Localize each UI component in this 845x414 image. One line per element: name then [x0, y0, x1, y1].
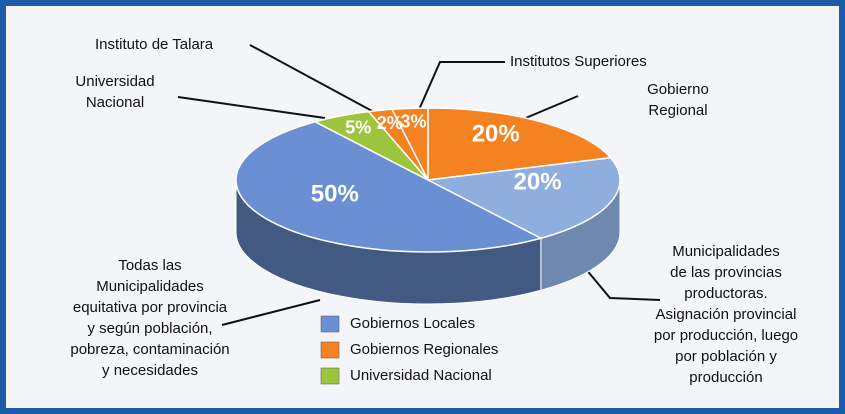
- leader-line: [221, 299, 321, 326]
- slice-label: Nacional: [86, 94, 144, 111]
- slice: [235, 120, 543, 253]
- slice-label: Universidad: [75, 73, 154, 90]
- slice-label: Instituto de Talara: [95, 36, 214, 53]
- legend-swatch: [320, 341, 340, 359]
- leader-line: [249, 44, 386, 119]
- slice: [427, 107, 613, 181]
- legend-label: Universidad Nacional: [350, 367, 492, 384]
- value-label: 50%: [311, 181, 359, 208]
- slice-label: de las provincias: [670, 264, 782, 281]
- slice-label: Regional: [648, 102, 707, 119]
- value-label: 5%: [345, 117, 371, 137]
- legend-swatch: [320, 315, 340, 333]
- slice-label: por población y: [675, 348, 777, 365]
- slice-label: producción: [689, 369, 762, 386]
- value-label: 3%: [401, 111, 427, 131]
- slice-label: Todas las: [118, 257, 181, 274]
- slice-label: Asignación provincial: [656, 306, 797, 323]
- value-label: 20%: [514, 169, 562, 196]
- slice-label: Municipalidades: [672, 243, 780, 260]
- legend-label: Gobiernos Locales: [350, 315, 475, 332]
- leader-line: [177, 96, 326, 119]
- slice-label: pobreza, contaminación: [70, 341, 229, 358]
- legend: Gobiernos Locales Gobiernos Regionales Uni…: [320, 315, 498, 385]
- slice: [390, 107, 429, 181]
- slice-label: equitativa por provincia: [73, 299, 228, 316]
- slice-label: y según población,: [87, 320, 212, 337]
- legend-swatch: [320, 367, 340, 385]
- leader-line: [584, 267, 661, 301]
- slice-label: y necesidades: [102, 362, 198, 379]
- slice: [425, 156, 621, 240]
- leader-line: [417, 61, 505, 113]
- leader-lines: [177, 44, 661, 326]
- legend-label: Gobiernos Regionales: [350, 341, 498, 358]
- slice-label: Gobierno: [647, 81, 709, 98]
- value-label: 20%: [472, 120, 520, 147]
- value-label: 2%: [377, 113, 403, 133]
- slice-label: Municipalidades: [96, 278, 204, 295]
- slice-label: Institutos Superiores: [510, 53, 647, 70]
- slice-label: por producción, luego: [654, 327, 798, 344]
- slice-label: productoras.: [684, 285, 767, 302]
